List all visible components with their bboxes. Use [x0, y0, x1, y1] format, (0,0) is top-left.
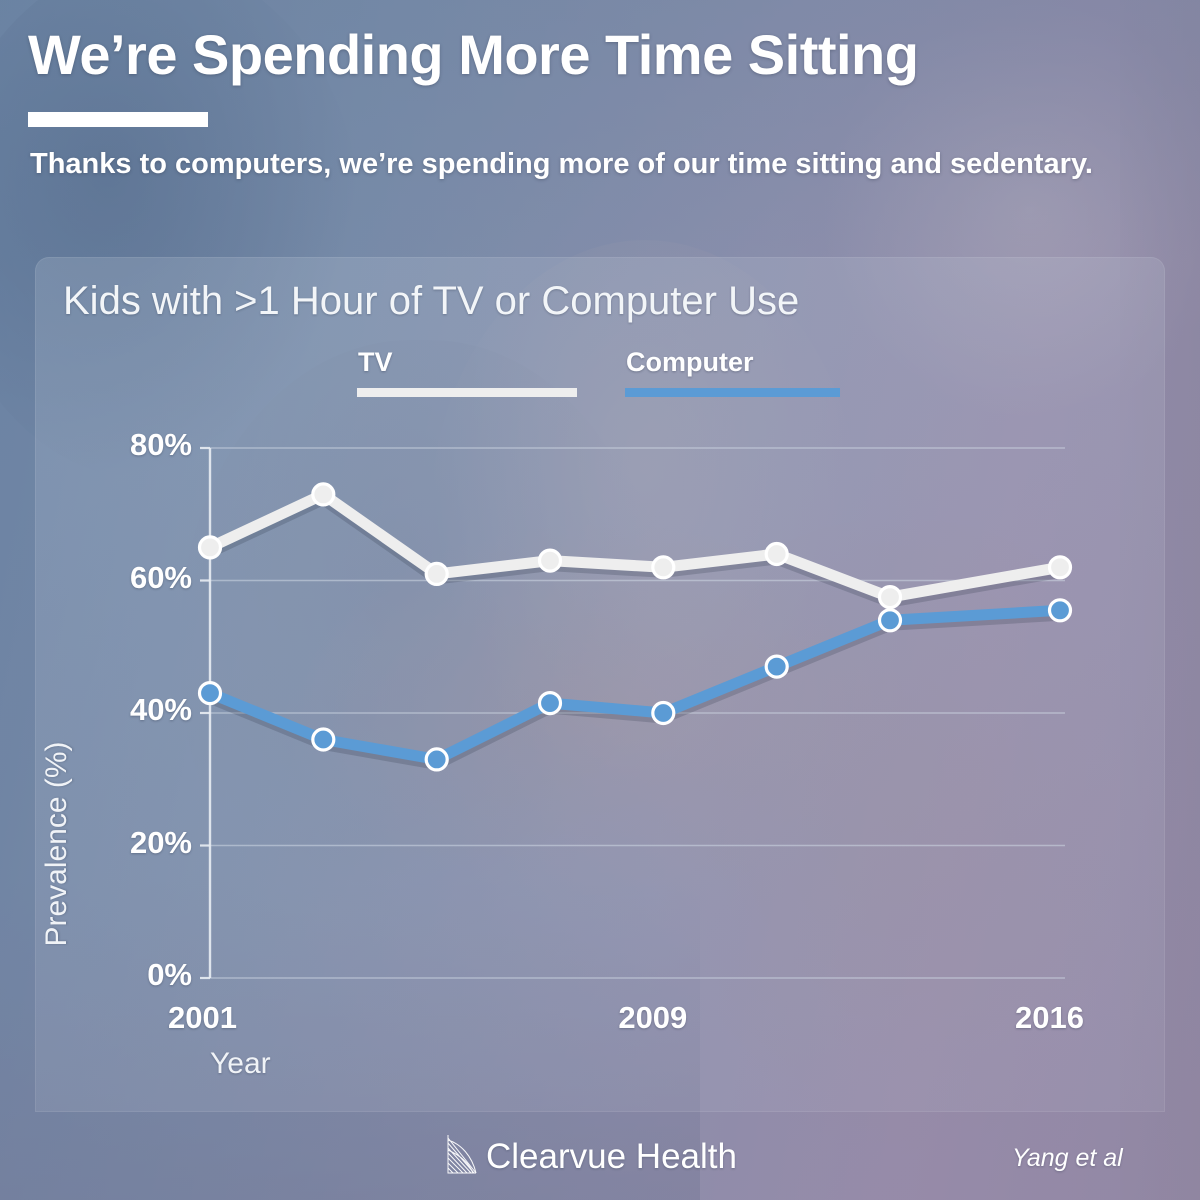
page-title: We’re Spending More Time Sitting: [28, 23, 919, 86]
background-shape: [180, 340, 660, 960]
legend-label-tv: TV: [358, 347, 393, 377]
chart-title: Kids with >1 Hour of TV or Computer Use: [63, 279, 800, 323]
background-shape: [820, 0, 1200, 420]
title-underline-rule: [28, 112, 208, 127]
legend-label-computer: Computer: [626, 347, 754, 377]
y-axis-tick-label: 60%: [129, 559, 192, 595]
data-point-tv[interactable]: [877, 585, 903, 610]
data-point-computer[interactable]: [424, 747, 449, 772]
data-point-computer[interactable]: [877, 608, 903, 633]
data-point-tv[interactable]: [1047, 555, 1073, 580]
data-point-tv[interactable]: [197, 535, 223, 560]
clearvue-fan-logo-icon: [447, 1134, 477, 1179]
x-axis-tick-label: 2016: [1015, 1000, 1084, 1035]
background-shape: [0, 0, 1200, 260]
y-axis-tick-label: 80%: [129, 427, 192, 462]
data-point-tv[interactable]: [651, 555, 676, 580]
data-point-computer[interactable]: [537, 691, 563, 716]
x-axis-tick-label: 2001: [168, 1000, 237, 1035]
x-axis-tick-label: 2009: [618, 1000, 688, 1035]
y-axis-tick-label: 40%: [129, 692, 192, 727]
x-axis-title: Year: [210, 1047, 271, 1080]
chart-panel: Kids with >1 Hour of TV or Computer Use …: [35, 257, 1165, 1112]
data-point-tv[interactable]: [311, 482, 336, 507]
data-point-tv[interactable]: [537, 548, 563, 573]
footer: Clearvue Health Yang et al: [0, 1120, 1200, 1200]
legend-item-computer[interactable]: Computer: [625, 347, 840, 397]
data-point-computer[interactable]: [311, 727, 336, 752]
y-axis-tick-label: 0%: [147, 957, 192, 992]
series-line-tv: [204, 488, 1066, 603]
data-point-computer[interactable]: [1047, 598, 1073, 623]
series-line-computer: [204, 604, 1066, 765]
plot-area: Prevalence (%) Year 0% 20% 40% 60% 80% 2001 20…: [35, 257, 1165, 1112]
legend-swatch-computer: [625, 388, 840, 397]
chart-legend: TV Computer: [35, 347, 1165, 407]
y-axis-tick-label: 20%: [129, 824, 192, 860]
source-citation: Yang et al: [1012, 1144, 1123, 1172]
data-point-tv[interactable]: [764, 541, 789, 567]
brand: Clearvue Health: [447, 1134, 737, 1179]
background-shape: [0, 880, 700, 1200]
data-point-computer[interactable]: [197, 681, 223, 706]
brand-name: Clearvue Health: [486, 1136, 737, 1176]
y-axis-title: Prevalence (%): [40, 741, 73, 947]
data-point-computer[interactable]: [651, 700, 676, 726]
logo-svg: [447, 1135, 477, 1174]
legend-swatch-tv: [357, 388, 577, 397]
line-chart-svg: [197, 446, 1073, 980]
data-point-computer[interactable]: [764, 654, 789, 679]
legend-item-tv[interactable]: TV: [357, 347, 577, 397]
data-point-tv[interactable]: [424, 561, 449, 586]
background-shape: [1120, 0, 1200, 1200]
page-subtitle: Thanks to computers, we’re spending more…: [30, 148, 1093, 180]
